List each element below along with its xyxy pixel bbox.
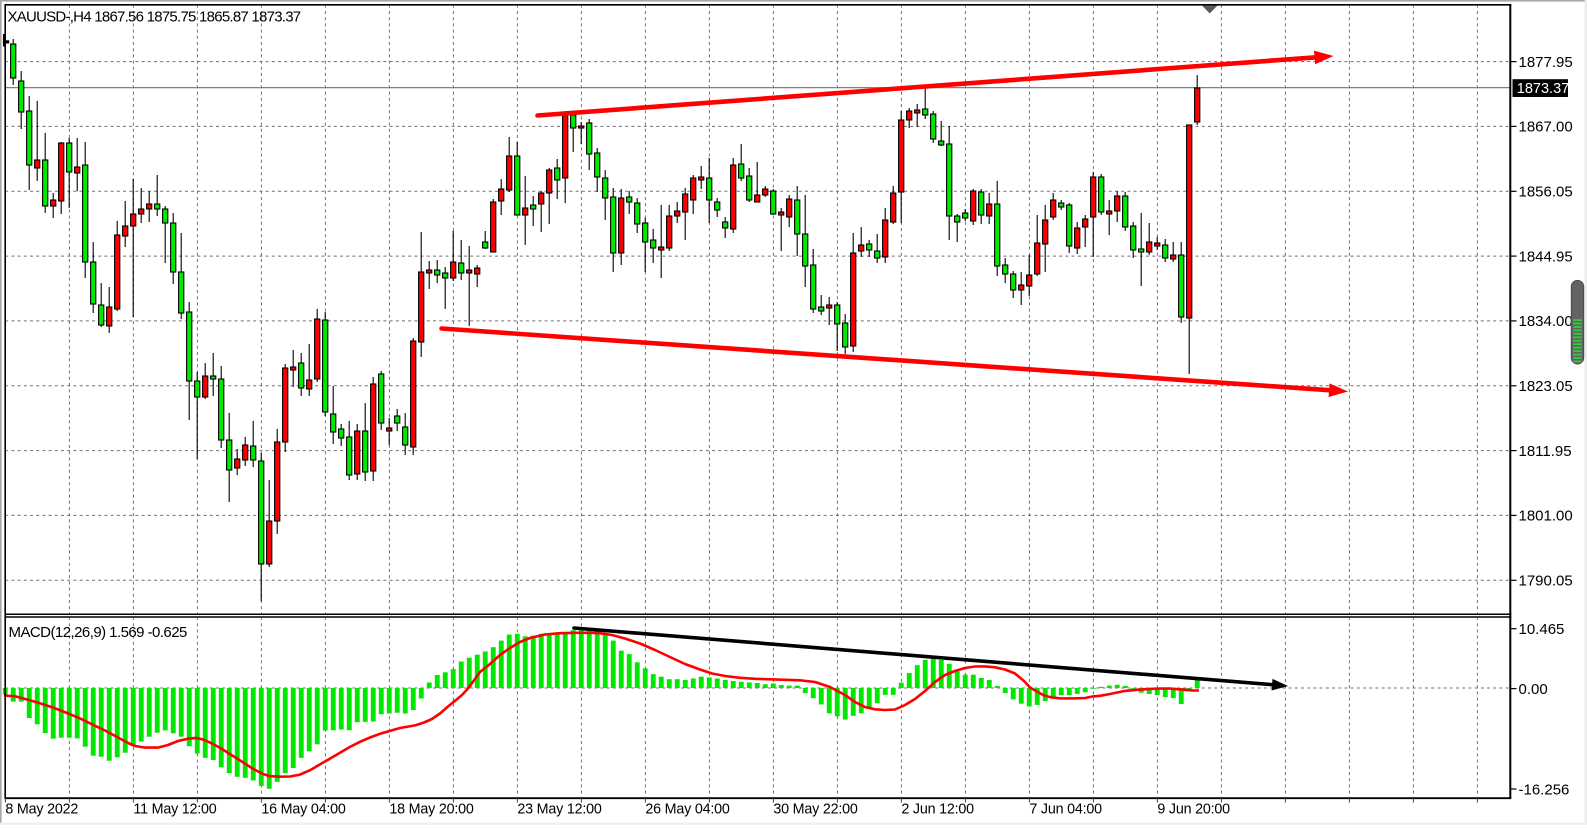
svg-text:23 May 12:00: 23 May 12:00 (517, 802, 601, 818)
svg-text:1856.05: 1856.05 (1519, 184, 1573, 201)
svg-text:2 Jun 12:00: 2 Jun 12:00 (901, 802, 974, 818)
svg-text:XAUUSD-,H4 1867.56 1875.75 18: XAUUSD-,H4 1867.56 1875.75 1865.87 1873.… (8, 8, 301, 25)
svg-text:1811.95: 1811.95 (1519, 443, 1572, 460)
svg-text:7 Jun 04:00: 7 Jun 04:00 (1029, 802, 1102, 818)
svg-text:1801.00: 1801.00 (1519, 508, 1573, 525)
svg-text:16 May 04:00: 16 May 04:00 (261, 802, 345, 818)
svg-text:-16.256: -16.256 (1519, 781, 1570, 798)
svg-text:18 May 20:00: 18 May 20:00 (389, 802, 473, 818)
svg-text:30 May 22:00: 30 May 22:00 (773, 802, 857, 818)
svg-text:1877.95: 1877.95 (1519, 54, 1573, 71)
svg-text:0.00: 0.00 (1519, 681, 1548, 698)
svg-text:8 May 2022: 8 May 2022 (5, 802, 78, 818)
svg-text:1834.00: 1834.00 (1519, 313, 1573, 330)
svg-text:1790.05: 1790.05 (1519, 573, 1573, 590)
svg-text:11 May 12:00: 11 May 12:00 (133, 802, 216, 818)
svg-text:1867.00: 1867.00 (1519, 119, 1573, 136)
svg-text:1844.95: 1844.95 (1519, 248, 1573, 265)
svg-text:10.465: 10.465 (1519, 621, 1565, 638)
svg-text:MACD(12,26,9) 1.569 -0.625: MACD(12,26,9) 1.569 -0.625 (9, 624, 188, 641)
svg-text:26 May 04:00: 26 May 04:00 (645, 802, 729, 818)
svg-text:1873.37: 1873.37 (1517, 81, 1569, 97)
svg-text:9 Jun 20:00: 9 Jun 20:00 (1157, 802, 1230, 818)
svg-text:1823.05: 1823.05 (1519, 378, 1573, 395)
